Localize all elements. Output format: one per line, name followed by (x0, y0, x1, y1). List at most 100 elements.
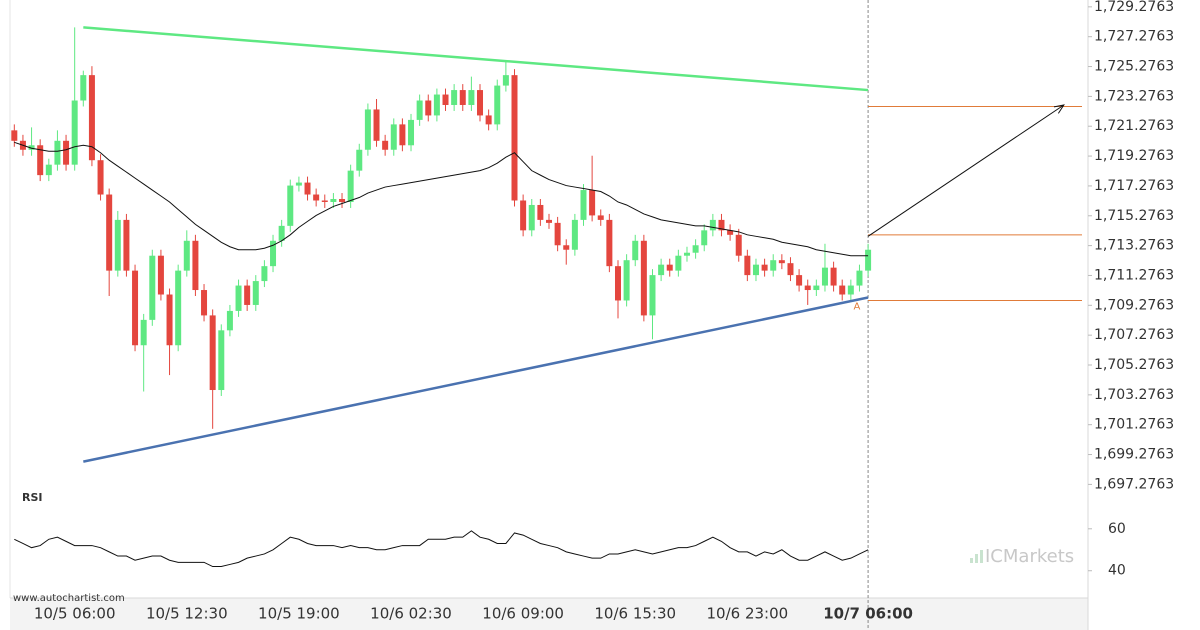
candle-body (28, 145, 35, 150)
candle-body (287, 185, 294, 226)
candle-body (313, 194, 320, 201)
source: www.autochartist.com (13, 593, 125, 604)
candle-body (37, 145, 44, 176)
candle-body (382, 140, 389, 150)
candle-body (804, 285, 811, 291)
candle-body (261, 266, 268, 282)
candle-body (244, 285, 251, 305)
candle-body (11, 130, 18, 141)
candle-body (821, 267, 828, 286)
x-tick-label: 10/6 15:30 (594, 605, 676, 623)
candle-body (132, 270, 139, 346)
support-line (83, 296, 869, 463)
candle-body (477, 90, 484, 116)
candle-body (442, 94, 449, 105)
candle-body (675, 255, 682, 271)
candle-body (520, 200, 527, 231)
y-tick-label: 1,717.2763 (1094, 178, 1174, 194)
rsi-label: RSI (22, 491, 43, 504)
candle-body (744, 255, 751, 276)
candle-body (106, 194, 113, 271)
candle-body (364, 109, 371, 150)
y-tick-label: 1,715.2763 (1094, 208, 1174, 224)
candle-body (571, 219, 578, 250)
candle-body (735, 234, 742, 256)
x-tick-label: 10/5 06:00 (34, 605, 116, 623)
candle-body (71, 100, 78, 165)
candle-body (339, 199, 346, 202)
candle-body (666, 264, 673, 271)
y-tick-label: 1,729.2763 (1094, 0, 1174, 15)
y-tick-label: 1,721.2763 (1094, 118, 1174, 134)
candle-body (157, 255, 164, 295)
candle-body (640, 240, 647, 316)
y-tick-label: 1,725.2763 (1094, 59, 1174, 75)
candle-body (727, 230, 734, 235)
y-tick-label: 1,701.2763 (1094, 417, 1174, 433)
y-tick-label: 1,723.2763 (1094, 88, 1174, 104)
candle-body (761, 264, 768, 271)
candle-body (709, 219, 716, 231)
candle-body (847, 285, 854, 295)
candle-body (778, 260, 785, 264)
candle-body (63, 140, 70, 165)
candle-body (114, 219, 121, 271)
rsi-line (14, 530, 869, 568)
candle-body (425, 100, 432, 116)
candle-body (459, 90, 466, 105)
candle-body (597, 215, 604, 220)
candle-body (537, 204, 544, 220)
candle-body (546, 219, 552, 223)
candle-body (856, 270, 863, 286)
x-tick-label: 10/6 09:00 (482, 605, 564, 623)
candle-body (175, 270, 182, 346)
candle-body (796, 275, 803, 286)
candle-body (321, 200, 328, 202)
candle-body (606, 219, 613, 267)
candle-body (192, 240, 199, 291)
x-tick-label: 10/5 19:00 (258, 605, 340, 623)
candle-body (373, 109, 380, 141)
candle-body (839, 285, 846, 295)
candle-body (752, 264, 759, 276)
candle-body (614, 266, 621, 301)
candle-body (770, 260, 777, 271)
candle-body (347, 170, 354, 202)
x-tick-label: 10/6 23:00 (707, 605, 789, 623)
watermark-icon (970, 550, 983, 563)
candle-body (468, 90, 475, 105)
y-tick-label: 1,719.2763 (1094, 148, 1174, 164)
candle-body (295, 182, 302, 186)
candle-body (80, 75, 87, 101)
y-tick-label: 1,709.2763 (1094, 297, 1174, 313)
candle-body (511, 75, 518, 201)
candle-body (718, 219, 725, 231)
candle-body (270, 240, 277, 267)
candle-body (433, 94, 440, 116)
candle-body (209, 315, 216, 391)
x-tick-label: 10/5 12:30 (146, 605, 228, 623)
y-tick-label: 1,705.2763 (1094, 357, 1174, 373)
y-tick-label: 1,711.2763 (1094, 267, 1174, 283)
candle-body (830, 267, 837, 286)
y-tick-label: 1,697.2763 (1094, 476, 1174, 492)
forecast-arrow (867, 104, 1065, 237)
candle-body (278, 225, 285, 241)
candle-body (166, 294, 173, 346)
resistance-line (83, 26, 869, 92)
candle-body (356, 149, 363, 171)
candle-body (658, 264, 665, 276)
candle-body (683, 252, 690, 256)
candle-body (580, 190, 587, 220)
candle-body (218, 330, 225, 391)
candle-body (554, 222, 561, 246)
candle-body (88, 75, 95, 161)
candle-body (54, 140, 61, 165)
candle-body (623, 260, 630, 301)
candle-body (408, 119, 415, 146)
candle-body (45, 164, 52, 176)
candle-body (123, 219, 130, 271)
x-tick-label: 10/6 02:30 (370, 605, 452, 623)
y-tick-label: 1,713.2763 (1094, 238, 1174, 254)
